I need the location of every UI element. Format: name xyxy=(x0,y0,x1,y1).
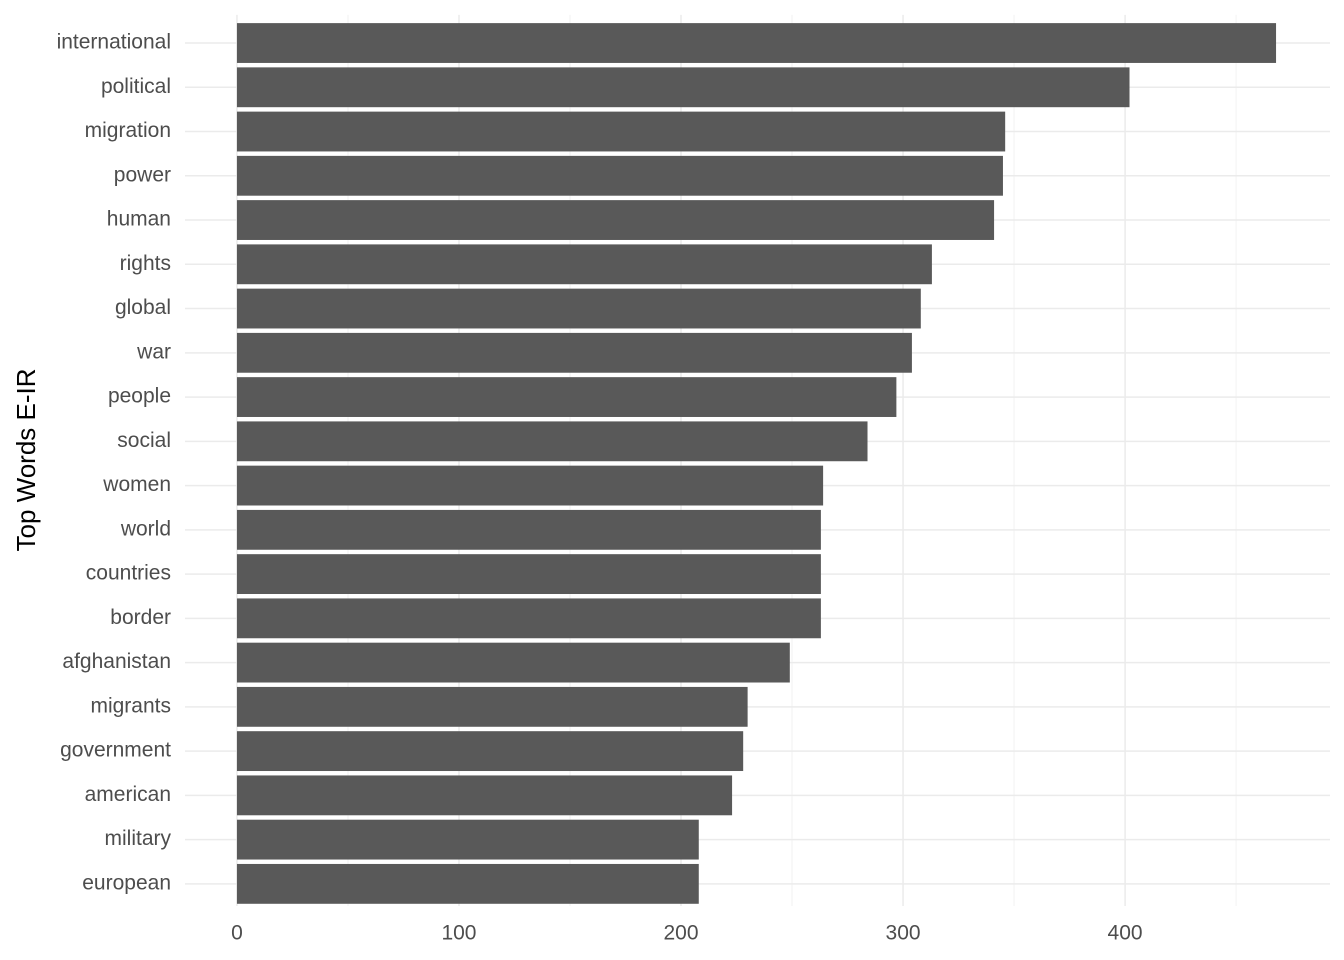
bar xyxy=(236,642,790,683)
y-tick-label: war xyxy=(136,340,171,363)
y-tick-label: power xyxy=(114,163,171,186)
bar xyxy=(236,244,932,285)
y-tick-label: afghanistan xyxy=(62,650,171,673)
y-tick-label: american xyxy=(85,783,171,806)
bar xyxy=(236,23,1277,63)
y-tick-label: migration xyxy=(85,119,171,142)
x-tick-label: 400 xyxy=(1108,922,1143,945)
bar xyxy=(236,819,699,860)
y-tick-label: women xyxy=(102,473,171,496)
y-tick-label: human xyxy=(107,208,171,231)
y-tick-label: rights xyxy=(120,252,171,275)
x-tick-label: 100 xyxy=(441,922,476,945)
y-tick-label: people xyxy=(108,385,171,408)
bar xyxy=(236,465,824,506)
x-tick-label: 200 xyxy=(663,922,698,945)
bar xyxy=(236,731,744,772)
y-tick-label: world xyxy=(120,517,171,540)
bar xyxy=(236,67,1130,108)
y-tick-label: political xyxy=(101,75,171,98)
bar xyxy=(236,554,821,595)
bar xyxy=(236,509,821,550)
y-tick-label: countries xyxy=(86,562,171,585)
bar xyxy=(236,288,921,329)
y-tick-label: government xyxy=(60,739,171,762)
bar xyxy=(236,111,1006,152)
x-tick-label: 300 xyxy=(886,922,921,945)
bar xyxy=(236,775,733,816)
y-tick-label: european xyxy=(82,871,171,894)
bar xyxy=(236,155,1003,196)
bar xyxy=(236,421,868,462)
y-tick-label: border xyxy=(110,606,171,629)
bar xyxy=(236,332,912,373)
bar xyxy=(236,863,699,904)
y-tick-label: military xyxy=(105,827,172,850)
y-tick-label: international xyxy=(57,31,171,54)
bar xyxy=(236,598,821,639)
bar xyxy=(236,686,748,727)
y-tick-label: global xyxy=(115,296,171,319)
bar xyxy=(236,200,995,240)
y-tick-label: social xyxy=(117,429,171,452)
y-tick-label: migrants xyxy=(90,694,171,717)
bar xyxy=(236,377,897,417)
y-axis-title: Top Words E-IR xyxy=(11,368,41,551)
x-tick-label: 0 xyxy=(231,922,243,945)
